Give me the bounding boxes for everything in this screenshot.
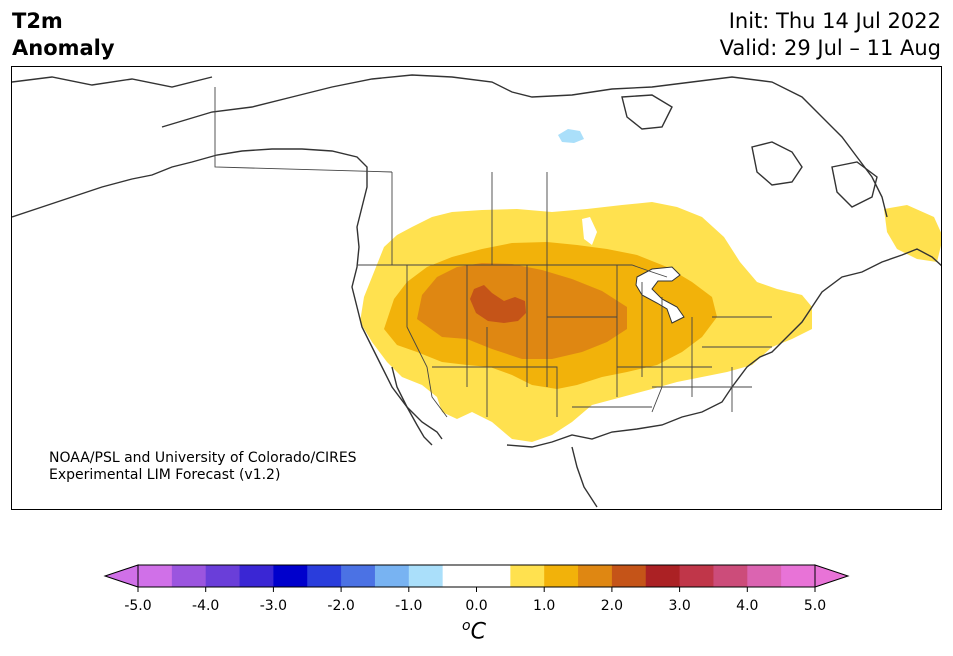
colorbar-unit: oC <box>462 618 486 644</box>
colorbar-segment <box>307 565 342 587</box>
colorbar-segment <box>510 565 545 587</box>
colorbar-extend-high <box>814 564 850 588</box>
anomaly-map <box>11 66 942 510</box>
colorbar-segment <box>544 565 579 587</box>
colorbar-segment <box>713 565 748 587</box>
coastlines <box>12 74 941 508</box>
colorbar-segment <box>273 565 308 587</box>
colorbar-tick-label: 5.0 <box>803 598 827 614</box>
lake-athabasca <box>558 129 584 143</box>
colorbar-segment <box>645 565 681 587</box>
map-title: T2m Anomaly <box>12 8 115 62</box>
colorbar-segment <box>408 565 444 587</box>
colorbar-segment <box>781 565 816 587</box>
lake-winnipeg <box>582 217 597 245</box>
credit-text: NOAA/PSL and University of Colorado/CIRE… <box>49 450 357 484</box>
colorbar-segment <box>171 565 207 587</box>
colorbar-segment <box>239 565 274 587</box>
unit-superscript: o <box>462 618 471 634</box>
colorbar-segment <box>138 565 173 587</box>
colorbar-tick-label: -2.0 <box>327 598 355 614</box>
valid-range: Valid: 29 Jul – 11 Aug <box>719 36 941 60</box>
colorbar-tick-label: 2.0 <box>600 598 624 614</box>
colorbar-segment <box>341 565 376 587</box>
colorbar-tick-label: -4.0 <box>192 598 220 614</box>
forecast-dates: Init: Thu 14 Jul 2022 Valid: 29 Jul – 11… <box>720 8 941 62</box>
colorbar-tick-label: -3.0 <box>259 598 288 614</box>
colorbar-segment <box>747 565 782 587</box>
political-borders <box>214 87 772 418</box>
colorbar-tick-label: -5.0 <box>124 598 152 614</box>
colorbar-segment <box>476 565 511 587</box>
colorbar-tick-label: 4.0 <box>736 598 759 614</box>
colorbar-tick-label: 3.0 <box>668 598 691 614</box>
anomaly-contour-light-yellow-east <box>884 205 941 262</box>
variable-label: T2m <box>12 9 63 33</box>
unit-label: C <box>470 619 486 645</box>
credit-line-2: Experimental LIM Forecast (v1.2) <box>49 467 281 483</box>
colorbar-segment <box>374 565 410 587</box>
colorbar-segment <box>205 565 241 587</box>
colorbar-segment <box>442 565 477 587</box>
quantity-label: Anomaly <box>12 36 115 60</box>
colorbar-extend-low <box>103 564 139 588</box>
great-lakes <box>635 266 685 324</box>
colorbar-tick-label: 0.0 <box>465 598 488 614</box>
colorbar-segment <box>611 565 647 587</box>
init-date: Init: Thu 14 Jul 2022 <box>728 9 941 33</box>
colorbar-tick-label: 1.0 <box>533 598 556 614</box>
anomaly-contour-dark-orange <box>470 285 526 323</box>
colorbar-tick-label: -1.0 <box>395 598 423 614</box>
colorbar-segment <box>578 565 613 587</box>
colorbar-segment <box>679 565 714 587</box>
credit-line-1: NOAA/PSL and University of Colorado/CIRE… <box>49 450 357 466</box>
map-canvas <box>12 74 941 508</box>
